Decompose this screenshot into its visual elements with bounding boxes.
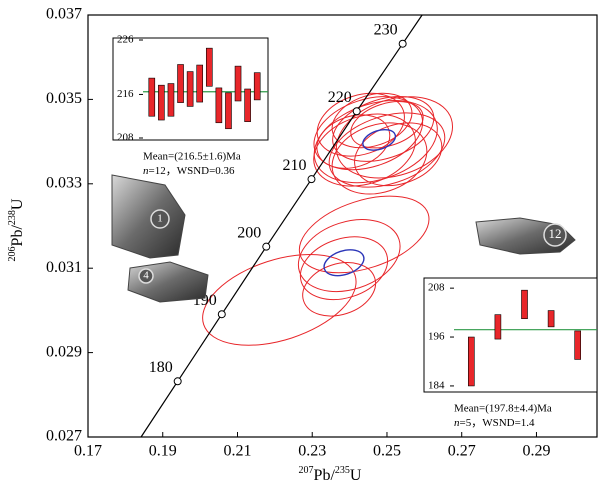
inset-tick-label: 208: [117, 132, 134, 144]
error-ellipse: [346, 112, 450, 196]
age-label: 180: [149, 359, 173, 376]
age-bar: [548, 311, 554, 327]
error-ellipse: [305, 84, 432, 183]
age-bar: [168, 84, 174, 117]
y-tick-label: 0.033: [46, 174, 82, 191]
age-marker: [263, 243, 270, 250]
error-ellipse: [289, 207, 409, 304]
part: U: [9, 198, 26, 210]
age-label: 220: [328, 89, 352, 106]
sup: 235: [335, 465, 350, 476]
y-tick-label: 0.027: [46, 428, 82, 445]
inset-mean-label: Mean=(197.8±4.4)Ma: [454, 403, 552, 415]
inset-tick-label: 208: [428, 282, 445, 294]
inset-tick-label: 226: [117, 34, 134, 46]
error-ellipse: [296, 254, 383, 325]
sup: 238: [7, 210, 18, 225]
stats-label: =5，WSND=1.4: [460, 417, 536, 429]
inset-frame: [424, 278, 597, 392]
y-tick-label: 0.037: [46, 6, 82, 23]
chart: 207Pb/235U 206Pb/238U 180190200210220230…: [0, 0, 599, 490]
age-bar: [149, 78, 155, 116]
age-bar: [158, 85, 164, 120]
age-bar: [575, 331, 581, 360]
age-bar: [178, 65, 184, 103]
age-bar: [245, 89, 251, 122]
inset-stats: n=12，WSND=0.36: [143, 165, 235, 177]
age-bar: [187, 72, 193, 107]
age-bar: [468, 337, 474, 386]
age-marker: [399, 40, 406, 47]
sup: 207: [299, 465, 314, 476]
grain-label: 4: [143, 270, 149, 282]
age-label: 200: [237, 224, 261, 241]
x-tick-label: 0.23: [298, 443, 326, 460]
y-tick-label: 0.031: [46, 259, 82, 276]
stats-label: =12，WSND=0.36: [149, 165, 236, 177]
part: U: [350, 467, 362, 484]
inset: 184 196 208: [424, 278, 597, 392]
age-marker: [353, 108, 360, 115]
inset-tick-label: 196: [428, 331, 445, 343]
inset-tick-label: 184: [428, 379, 445, 391]
error-ellipse: [290, 182, 439, 288]
x-axis-title: 207Pb/235U: [299, 465, 362, 483]
age-bar: [216, 88, 222, 123]
age-bar: [522, 290, 528, 319]
part: Pb/: [9, 225, 26, 247]
x-tick-label: 0.29: [522, 443, 550, 460]
inset-stats: n=5，WSND=1.4: [454, 417, 535, 429]
age-label: 210: [282, 157, 306, 174]
x-tick-label: 0.19: [149, 443, 177, 460]
y-tick-label: 0.035: [46, 90, 82, 107]
x-tick-label: 0.25: [373, 443, 401, 460]
part: Pb/: [314, 467, 336, 484]
inset-tick-label: 216: [117, 88, 134, 100]
error-ellipse: [191, 237, 367, 362]
x-tick-label: 0.21: [223, 443, 251, 460]
age-bar: [197, 65, 203, 102]
error-ellipse: [304, 86, 448, 198]
inset: 208 216 226: [113, 34, 268, 144]
error-ellipse: [323, 111, 436, 205]
error-ellipse: [292, 226, 396, 310]
age-label: 230: [374, 21, 398, 38]
grain-label: 1: [157, 213, 163, 225]
age-bar: [235, 66, 241, 101]
age-bar: [225, 93, 231, 129]
x-tick-label: 0.17: [74, 443, 102, 460]
age-bar: [254, 73, 260, 100]
age-marker: [308, 176, 315, 183]
age-bar: [206, 48, 212, 86]
sup: 206: [7, 246, 18, 261]
age-marker: [218, 311, 225, 318]
age-bar: [495, 315, 501, 339]
inset-mean-label: Mean=(216.5±1.6)Ma: [143, 151, 241, 163]
y-axis-title: 206Pb/238U: [7, 198, 25, 261]
grain-label: 12: [549, 226, 562, 241]
x-tick-label: 0.27: [448, 443, 476, 460]
y-tick-label: 0.029: [46, 343, 82, 360]
age-marker: [174, 378, 181, 385]
